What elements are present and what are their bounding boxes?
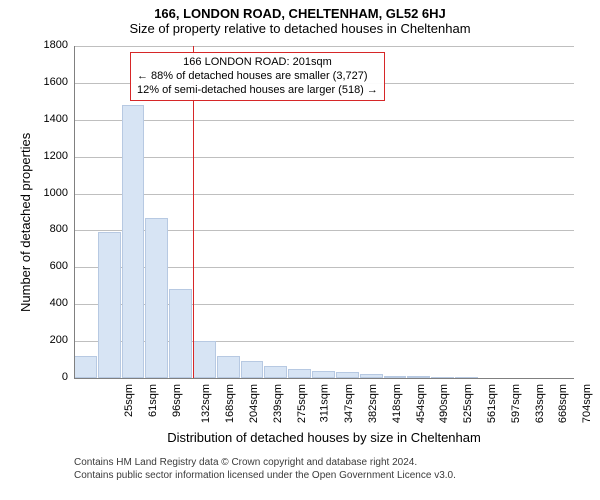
- x-tick-label: 668sqm: [558, 384, 570, 423]
- y-tick-label: 1800: [28, 39, 68, 51]
- histogram-bar: [74, 356, 97, 378]
- y-tick-label: 400: [28, 297, 68, 309]
- annotation-larger: 12% of semi-detached houses are larger (…: [137, 84, 378, 98]
- annotation-property-size: 166 LONDON ROAD: 201sqm: [137, 56, 378, 70]
- x-tick-label: 132sqm: [200, 384, 212, 423]
- grid-line: [74, 157, 574, 158]
- credits-line-1: Contains HM Land Registry data © Crown c…: [74, 456, 456, 469]
- histogram-bar: [264, 366, 287, 378]
- histogram-bar: [122, 105, 145, 378]
- histogram-bar: [169, 289, 192, 378]
- x-tick-label: 454sqm: [415, 384, 427, 423]
- x-tick-label: 61sqm: [147, 384, 159, 417]
- chart-title-address: 166, LONDON ROAD, CHELTENHAM, GL52 6HJ: [0, 0, 600, 21]
- grid-line: [74, 46, 574, 47]
- y-tick-label: 1600: [28, 76, 68, 88]
- x-tick-label: 597sqm: [510, 384, 522, 423]
- y-tick-label: 800: [28, 223, 68, 235]
- histogram-bar: [241, 361, 264, 378]
- y-tick-label: 1400: [28, 113, 68, 125]
- x-tick-label: 561sqm: [486, 384, 498, 423]
- x-tick-label: 96sqm: [171, 384, 183, 417]
- histogram-bar: [312, 371, 335, 378]
- grid-line: [74, 120, 574, 121]
- x-tick-label: 382sqm: [367, 384, 379, 423]
- x-tick-label: 311sqm: [319, 384, 331, 422]
- x-tick-label: 239sqm: [272, 384, 284, 423]
- x-tick-label: 25sqm: [123, 384, 135, 417]
- x-tick-label: 525sqm: [462, 384, 474, 423]
- grid-line: [74, 194, 574, 195]
- histogram-bar: [145, 218, 168, 378]
- x-tick-label: 347sqm: [343, 384, 355, 423]
- x-tick-label: 168sqm: [224, 384, 236, 423]
- x-tick-label: 275sqm: [296, 384, 308, 423]
- credits-line-2: Contains public sector information licen…: [74, 469, 456, 482]
- annotation-smaller: ← 88% of detached houses are smaller (3,…: [137, 70, 378, 84]
- x-tick-label: 704sqm: [581, 384, 593, 423]
- histogram-bar: [98, 232, 121, 378]
- credits-text: Contains HM Land Registry data © Crown c…: [74, 456, 456, 482]
- y-tick-label: 0: [28, 371, 68, 383]
- x-tick-label: 204sqm: [248, 384, 260, 423]
- histogram-bar: [288, 369, 311, 378]
- histogram-bar: [193, 341, 216, 378]
- y-tick-label: 200: [28, 334, 68, 346]
- y-tick-label: 600: [28, 260, 68, 272]
- x-axis-line: [74, 378, 574, 379]
- y-tick-label: 1200: [28, 150, 68, 162]
- annotation-box: 166 LONDON ROAD: 201sqm ← 88% of detache…: [130, 52, 385, 101]
- x-axis-label: Distribution of detached houses by size …: [74, 430, 574, 445]
- chart-title-description: Size of property relative to detached ho…: [0, 21, 600, 36]
- x-tick-label: 418sqm: [391, 384, 403, 423]
- x-tick-label: 490sqm: [439, 384, 451, 423]
- histogram-bar: [217, 356, 240, 378]
- x-tick-label: 633sqm: [534, 384, 546, 423]
- y-axis-line: [74, 46, 75, 378]
- y-tick-label: 1000: [28, 187, 68, 199]
